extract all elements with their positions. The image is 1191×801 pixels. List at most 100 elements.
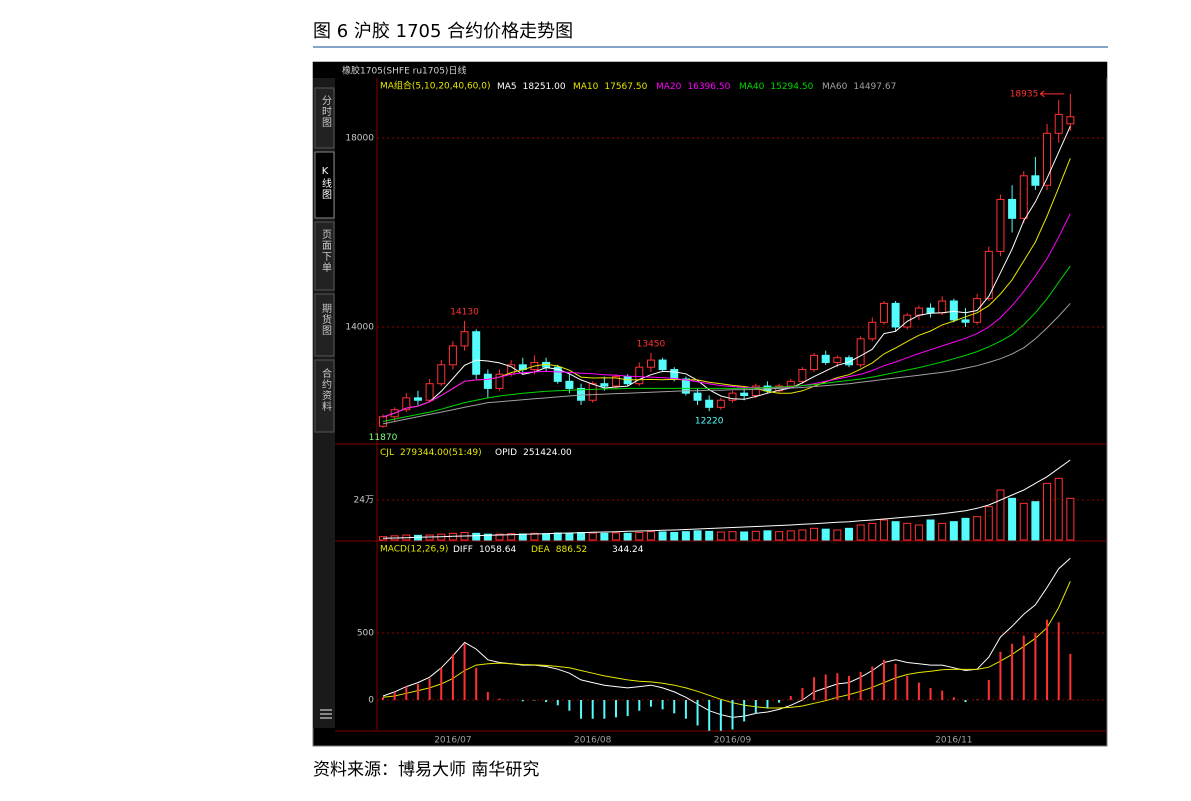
legend-entry: MA40 15294.50 — [739, 82, 814, 92]
legend-entry: MA60 14497.67 — [822, 82, 896, 92]
legend-name: MA40 — [739, 82, 765, 92]
legend-entry: DIFF 1058.64 — [453, 545, 516, 555]
tab-active[interactable] — [314, 151, 335, 219]
candle-body — [413, 397, 422, 401]
legend-value: 15294.50 — [770, 82, 813, 92]
candle-body — [879, 302, 888, 323]
x-tick-label: 2016/09 — [714, 736, 752, 746]
volume-bar — [879, 519, 888, 541]
candle-body — [588, 383, 597, 401]
volume-bar — [903, 522, 912, 541]
candle-body — [705, 399, 714, 408]
volume-bar — [961, 517, 970, 541]
volume-bar — [973, 516, 982, 541]
volume-bar — [623, 532, 632, 541]
volume-bar — [600, 532, 609, 541]
volume-bar — [926, 519, 935, 541]
legend-name: OPID — [495, 448, 517, 458]
window-titlebar — [313, 62, 1107, 78]
tab-label[interactable]: 期货图 — [320, 303, 332, 336]
volume-bar — [588, 532, 597, 541]
tab[interactable] — [314, 359, 335, 433]
candle-body — [460, 331, 469, 347]
volume-bar — [1031, 501, 1040, 541]
tab-label[interactable]: K线图 — [320, 166, 332, 200]
candle-body — [658, 359, 667, 371]
volume-bar — [507, 533, 516, 541]
candle-body — [984, 250, 993, 300]
tab-label[interactable]: 合约资料 — [320, 367, 332, 412]
volume-bar — [775, 531, 784, 541]
candle-body — [472, 331, 481, 375]
legend-name: MA60 — [822, 82, 848, 92]
candle-body — [728, 392, 737, 401]
volume-bar — [914, 524, 923, 541]
annotation: 13450 — [637, 339, 666, 349]
candle-body — [821, 354, 830, 363]
candle-body — [740, 392, 749, 397]
legend-value: 17567.50 — [604, 82, 647, 92]
legend-value: 279344.00(51:49) — [400, 448, 482, 458]
volume-bar — [810, 527, 819, 541]
y-tick-label: 500 — [357, 628, 374, 638]
volume-bar — [798, 529, 807, 541]
legend-entry: OPID 251424.00 — [495, 448, 572, 458]
candle-body — [1054, 113, 1063, 134]
volume-bar — [553, 532, 562, 541]
menu-icon[interactable] — [320, 709, 332, 719]
volume-bar — [542, 533, 551, 541]
legend-entry: MA20 16396.50 — [656, 82, 731, 92]
line-series — [382, 459, 1071, 539]
volume-bar — [646, 531, 655, 541]
candle-body — [577, 387, 586, 401]
candle-body — [938, 300, 947, 314]
candle-body — [751, 385, 760, 397]
candle-body — [495, 373, 504, 389]
candle-body — [856, 338, 865, 366]
volume-bar — [716, 531, 725, 541]
volume-bar — [483, 533, 492, 541]
tab-label[interactable]: 页面下单 — [320, 229, 332, 273]
volume-bar — [1008, 497, 1017, 541]
legend-name: DEA — [531, 545, 551, 555]
candle-body — [553, 366, 562, 382]
volume-bar — [821, 528, 830, 541]
candle-body — [914, 307, 923, 316]
legend-name: MA20 — [656, 82, 682, 92]
candle-body — [845, 357, 853, 366]
candle-body — [565, 380, 574, 389]
volume-bar — [612, 532, 620, 541]
tab-label[interactable]: 分时图 — [320, 95, 332, 128]
line-series — [382, 265, 1071, 422]
tab[interactable] — [314, 87, 335, 149]
window-title: 橡胶1705(SHFE ru1705)日线 — [342, 65, 466, 77]
tab[interactable] — [314, 293, 335, 357]
candle-body — [891, 302, 900, 328]
candle-body — [1043, 132, 1052, 186]
x-tick-label: 2016/11 — [935, 736, 972, 746]
legend-entry: DEA 886.52 — [531, 545, 587, 555]
line-series — [382, 557, 1071, 718]
line-series — [382, 303, 1071, 425]
candle-body — [996, 198, 1005, 252]
candle-body — [1066, 116, 1075, 125]
annotation-arrow — [1040, 90, 1065, 98]
x-tick-label: 2016/08 — [574, 736, 612, 746]
legend-name: DIFF — [453, 545, 473, 555]
annotation: 14130 — [450, 307, 479, 317]
volume-bar — [984, 506, 993, 541]
volume-bar — [670, 532, 679, 541]
volume-bar — [565, 532, 574, 541]
candle-body — [1031, 175, 1040, 186]
source-note: 资料来源：博易大师 南华研究 — [313, 760, 539, 780]
candle-body — [1019, 175, 1028, 219]
volume-bar — [751, 530, 760, 541]
legend-value: 16396.50 — [687, 82, 730, 92]
legend-value: 886.52 — [556, 545, 588, 555]
volume-bar — [949, 521, 958, 541]
volume-bar — [763, 530, 772, 541]
candle-body — [949, 300, 958, 321]
tab[interactable] — [314, 221, 335, 291]
volume-bar — [1054, 477, 1063, 541]
